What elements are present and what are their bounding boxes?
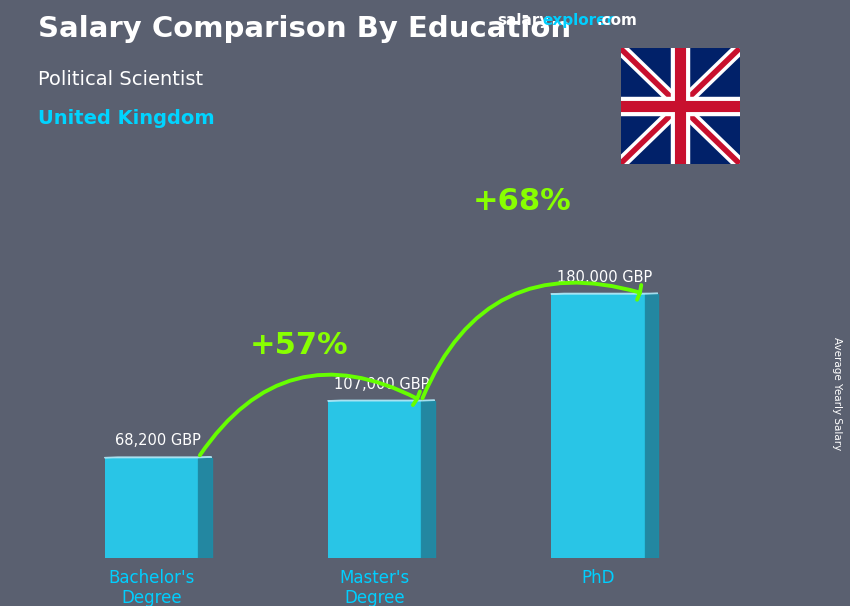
Text: Average Yearly Salary: Average Yearly Salary [832,338,842,450]
Text: salary: salary [497,13,550,28]
Text: 107,000 GBP: 107,000 GBP [333,376,429,391]
Text: +57%: +57% [249,331,348,361]
Text: United Kingdom: United Kingdom [38,109,215,128]
Bar [327,401,422,558]
Text: +68%: +68% [473,187,571,216]
Bar [551,294,644,558]
Bar [105,458,198,558]
Polygon shape [644,294,658,558]
Text: 68,200 GBP: 68,200 GBP [115,433,201,448]
Polygon shape [198,458,212,558]
Polygon shape [422,401,434,558]
Text: 180,000 GBP: 180,000 GBP [557,270,652,285]
Text: explorer: explorer [542,13,615,28]
Text: Salary Comparison By Education: Salary Comparison By Education [38,15,571,43]
Text: Political Scientist: Political Scientist [38,70,203,88]
Text: .com: .com [597,13,638,28]
